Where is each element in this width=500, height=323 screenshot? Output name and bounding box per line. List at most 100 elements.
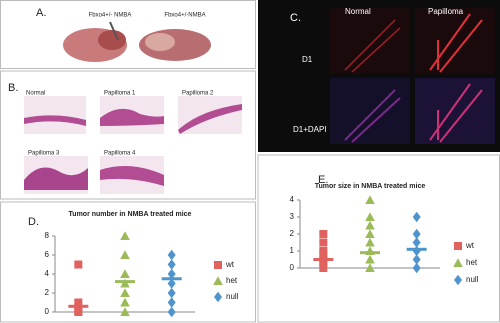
legend-label: null: [466, 275, 479, 284]
column-label: Normal: [345, 7, 371, 16]
fluorescence-image: [415, 78, 495, 144]
signal: [344, 89, 401, 143]
point: [365, 263, 375, 272]
histology: [100, 166, 164, 186]
point: [74, 298, 83, 307]
y-tick-label: 3: [290, 212, 295, 221]
signal: [429, 13, 483, 73]
caption: Papilloma 2: [182, 91, 214, 97]
point: [412, 254, 421, 265]
point: [120, 297, 130, 307]
caption: Fbxo4+/- NMBA: [89, 13, 132, 19]
legend-swatch: [214, 291, 222, 303]
point: [167, 259, 176, 270]
y-tick-label: 4: [45, 269, 50, 278]
forceps: [109, 21, 119, 41]
point: [167, 306, 176, 318]
point: [365, 195, 375, 204]
row-label: D1+DAPI: [293, 125, 327, 134]
point: [412, 211, 421, 223]
panel-a-border: [0, 0, 256, 69]
point: [120, 269, 130, 278]
y-tick-label: 0: [290, 263, 295, 272]
panel-e-border: [257, 154, 500, 323]
point: [365, 229, 375, 238]
point: [412, 237, 421, 248]
histology: [24, 96, 86, 134]
mean-bar: [313, 258, 334, 261]
mean-bar: [161, 277, 182, 281]
panel-label: C.: [290, 12, 301, 24]
histology-images: [24, 96, 242, 194]
mean-bar: [406, 247, 427, 251]
fluorescence-image: [330, 78, 410, 144]
legend-label: het: [466, 258, 478, 267]
panel-label: E.: [318, 174, 328, 186]
point: [120, 231, 130, 240]
point: [120, 288, 130, 297]
tissue-photo: [145, 33, 175, 51]
point: [120, 307, 130, 316]
legend-swatch: [454, 242, 462, 250]
tissue-photo: [98, 30, 126, 50]
caption: Fbxo4+/-NMBA: [164, 13, 205, 19]
histology: [24, 167, 88, 190]
point: [167, 278, 176, 289]
chart-title: Tumor size in NMBA treated mice: [315, 183, 426, 190]
fluorescence-image: [330, 8, 410, 74]
caption: Normal: [26, 91, 45, 97]
point: [319, 230, 328, 238]
y-tick-label: 0: [45, 307, 50, 316]
point: [319, 250, 328, 259]
histology: [100, 108, 164, 126]
point: [120, 250, 130, 259]
caption: Papilloma 1: [104, 91, 136, 97]
legend-label: wt: [465, 241, 475, 250]
panel-d-border: [0, 201, 256, 323]
point: [412, 228, 421, 240]
fluorescence-image: [415, 8, 495, 74]
point: [365, 254, 375, 264]
point: [167, 287, 176, 299]
point: [167, 249, 176, 261]
legend-swatch: [453, 258, 463, 267]
point: [412, 262, 421, 274]
panel-label: B.: [8, 82, 18, 94]
y-tick-label: 4: [290, 195, 295, 204]
column-label: Papilloma: [428, 7, 464, 16]
caption: Papilloma 4: [104, 151, 136, 157]
signal: [344, 19, 401, 73]
legend-swatch: [454, 274, 462, 286]
point: [167, 268, 176, 280]
mean-bar: [68, 304, 89, 308]
legend-swatch: [214, 261, 222, 269]
point: [319, 258, 328, 267]
histology: [178, 104, 242, 134]
y-tick-label: 1: [290, 246, 295, 255]
legend-label: het: [226, 276, 238, 285]
y-tick-label: 8: [45, 231, 50, 240]
y-tick-label: 2: [45, 288, 50, 297]
histology: [24, 115, 86, 126]
point: [365, 212, 375, 221]
signal: [429, 83, 483, 143]
point: [74, 260, 83, 269]
chart-title: Tumor number in NMBA treated mice: [69, 211, 192, 218]
row-label: D1: [302, 55, 313, 64]
y-tick-label: 2: [290, 229, 295, 238]
legend-label: wt: [225, 260, 235, 269]
point: [74, 308, 83, 316]
mean-bar: [360, 251, 380, 255]
legend-swatch: [213, 276, 223, 285]
point: [365, 237, 375, 247]
panel-label: A.: [36, 7, 46, 19]
mean-bar: [115, 280, 135, 284]
point: [319, 238, 328, 247]
point: [167, 297, 176, 308]
y-tick-label: 6: [45, 250, 50, 259]
panel-b-border: [0, 70, 256, 200]
caption: Papilloma 3: [28, 151, 60, 157]
legend-label: null: [226, 292, 239, 301]
point: [365, 220, 375, 230]
